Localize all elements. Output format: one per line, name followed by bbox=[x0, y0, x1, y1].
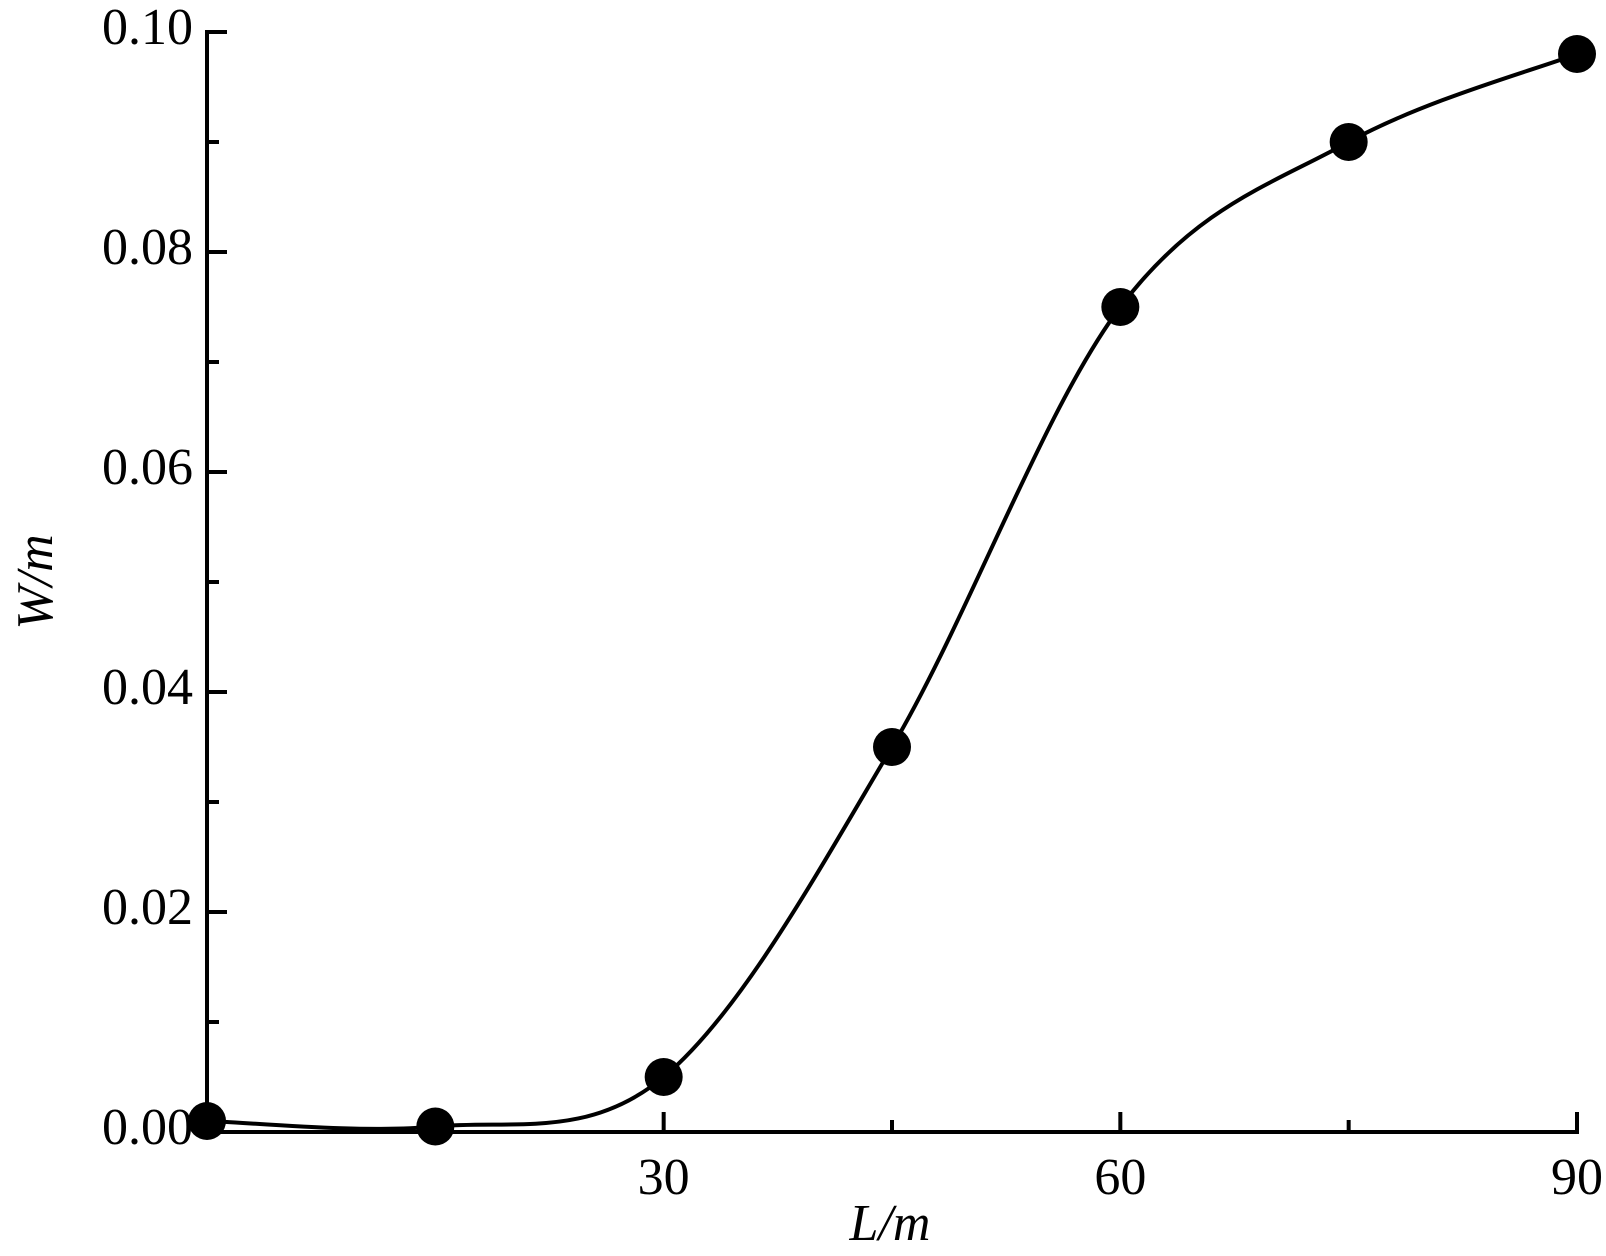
data-point bbox=[188, 1102, 226, 1140]
x-axis-label: L/m bbox=[849, 1195, 931, 1252]
y-tick-label: 0.00 bbox=[102, 1099, 193, 1156]
x-tick-label: 60 bbox=[1094, 1149, 1146, 1206]
y-tick-label: 0.02 bbox=[102, 879, 193, 936]
y-tick-label: 0.10 bbox=[102, 0, 193, 56]
y-tick-label: 0.08 bbox=[102, 219, 193, 276]
data-point bbox=[644, 1058, 683, 1096]
data-point bbox=[1101, 288, 1140, 326]
x-tick-label: 30 bbox=[638, 1149, 690, 1206]
x-tick-label: 90 bbox=[1551, 1149, 1603, 1206]
data-line bbox=[206, 52, 1578, 1131]
y-tick-label: 0.06 bbox=[102, 439, 193, 496]
data-point bbox=[1329, 123, 1368, 161]
data-point bbox=[416, 1107, 455, 1146]
y-tick-label: 0.04 bbox=[102, 659, 193, 716]
y-axis-label: W/m bbox=[7, 534, 64, 629]
data-point bbox=[1558, 35, 1596, 73]
data-point bbox=[873, 728, 911, 766]
